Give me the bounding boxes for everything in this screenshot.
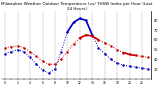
Title: Milwaukee Weather Outdoor Temperature (vs) THSW Index per Hour (Last 24 Hours): Milwaukee Weather Outdoor Temperature (v…: [1, 2, 152, 11]
